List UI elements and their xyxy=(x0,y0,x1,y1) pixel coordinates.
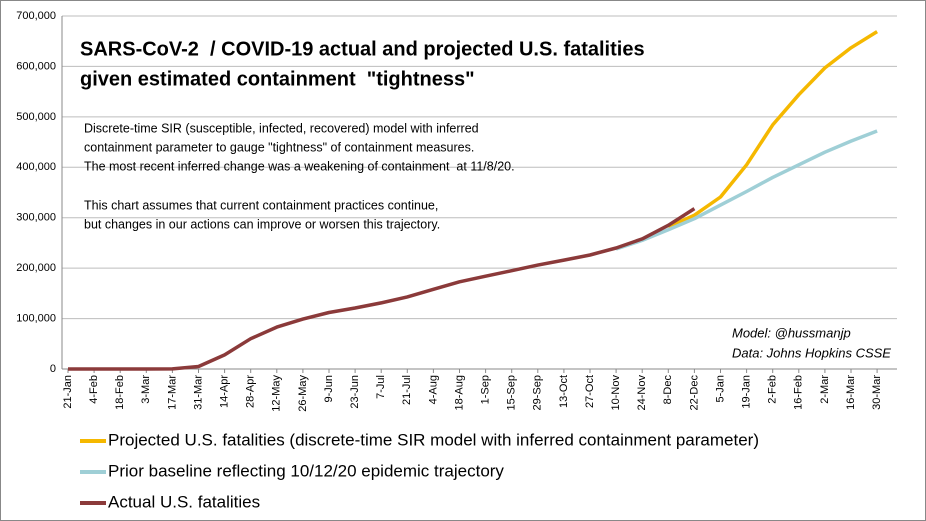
x-tick-label: 14-Apr xyxy=(219,375,231,408)
annotation: Discrete-time SIR (susceptible, infected… xyxy=(84,121,479,135)
x-tick-label: 16-Feb xyxy=(793,375,805,410)
x-tick-label: 27-Oct xyxy=(584,375,596,408)
credit: Data: Johns Hopkins CSSE xyxy=(732,345,891,360)
x-tick-label: 31-Mar xyxy=(192,375,204,410)
x-tick-label: 24-Nov xyxy=(636,375,648,411)
chart-title: given estimated containment "tightness" xyxy=(80,68,475,90)
credit: Model: @hussmanjp xyxy=(732,325,851,340)
x-tick-label: 5-Jan xyxy=(714,375,726,403)
series-line xyxy=(615,129,878,251)
x-tick-label: 3-Mar xyxy=(140,375,152,404)
y-tick-label: 400,000 xyxy=(16,161,56,173)
legend-label: Projected U.S. fatalities (discrete-time… xyxy=(108,430,759,449)
x-tick-label: 18-Feb xyxy=(114,375,126,410)
series-line xyxy=(667,30,879,229)
x-tick-label: 2-Feb xyxy=(767,375,779,404)
y-tick-label: 500,000 xyxy=(16,111,56,123)
y-tick-label: 700,000 xyxy=(16,10,56,22)
x-tick-label: 26-May xyxy=(297,375,309,412)
x-tick-label: 7-Jul xyxy=(375,375,387,399)
x-tick-label: 12-May xyxy=(271,375,283,412)
y-tick-label: 300,000 xyxy=(16,212,56,224)
x-tick-label: 22-Dec xyxy=(688,375,700,411)
series-line xyxy=(68,207,696,371)
x-tick-label: 2-Mar xyxy=(819,375,831,404)
annotation: This chart assumes that current containm… xyxy=(84,198,438,212)
annotation: containment parameter to gauge "tightnes… xyxy=(84,140,474,154)
y-tick-label: 0 xyxy=(50,363,56,375)
y-tick-label: 100,000 xyxy=(16,312,56,324)
legend-label: Actual U.S. fatalities xyxy=(108,492,260,511)
x-tick-label: 28-Apr xyxy=(245,375,257,408)
x-tick-label: 10-Nov xyxy=(610,375,622,411)
x-tick-label: 4-Feb xyxy=(88,375,100,404)
annotation: The most recent inferred change was a we… xyxy=(84,159,515,173)
x-tick-label: 21-Jan xyxy=(62,375,74,409)
x-tick-label: 30-Mar xyxy=(871,375,883,410)
x-tick-label: 17-Mar xyxy=(166,375,178,410)
annotation: but changes in our actions can improve o… xyxy=(84,217,440,231)
x-tick-label: 4-Aug xyxy=(427,375,439,404)
y-tick-label: 200,000 xyxy=(16,262,56,274)
x-tick-label: 13-Oct xyxy=(558,375,570,408)
x-tick-label: 29-Sep xyxy=(532,375,544,410)
x-tick-label: 23-Jun xyxy=(349,375,361,409)
x-tick-label: 18-Aug xyxy=(453,375,465,410)
x-tick-label: 16-Mar xyxy=(845,375,857,410)
y-tick-label: 600,000 xyxy=(16,60,56,72)
x-tick-label: 8-Dec xyxy=(662,375,674,405)
x-tick-label: 9-Jun xyxy=(323,375,335,403)
legend-label: Prior baseline reflecting 10/12/20 epide… xyxy=(108,461,504,480)
x-tick-label: 1-Sep xyxy=(480,375,492,404)
chart-title: SARS-CoV-2 / COVID-19 actual and project… xyxy=(80,38,645,60)
x-tick-label: 19-Jan xyxy=(741,375,753,409)
x-tick-label: 15-Sep xyxy=(506,375,518,410)
x-tick-label: 21-Jul xyxy=(401,375,413,405)
